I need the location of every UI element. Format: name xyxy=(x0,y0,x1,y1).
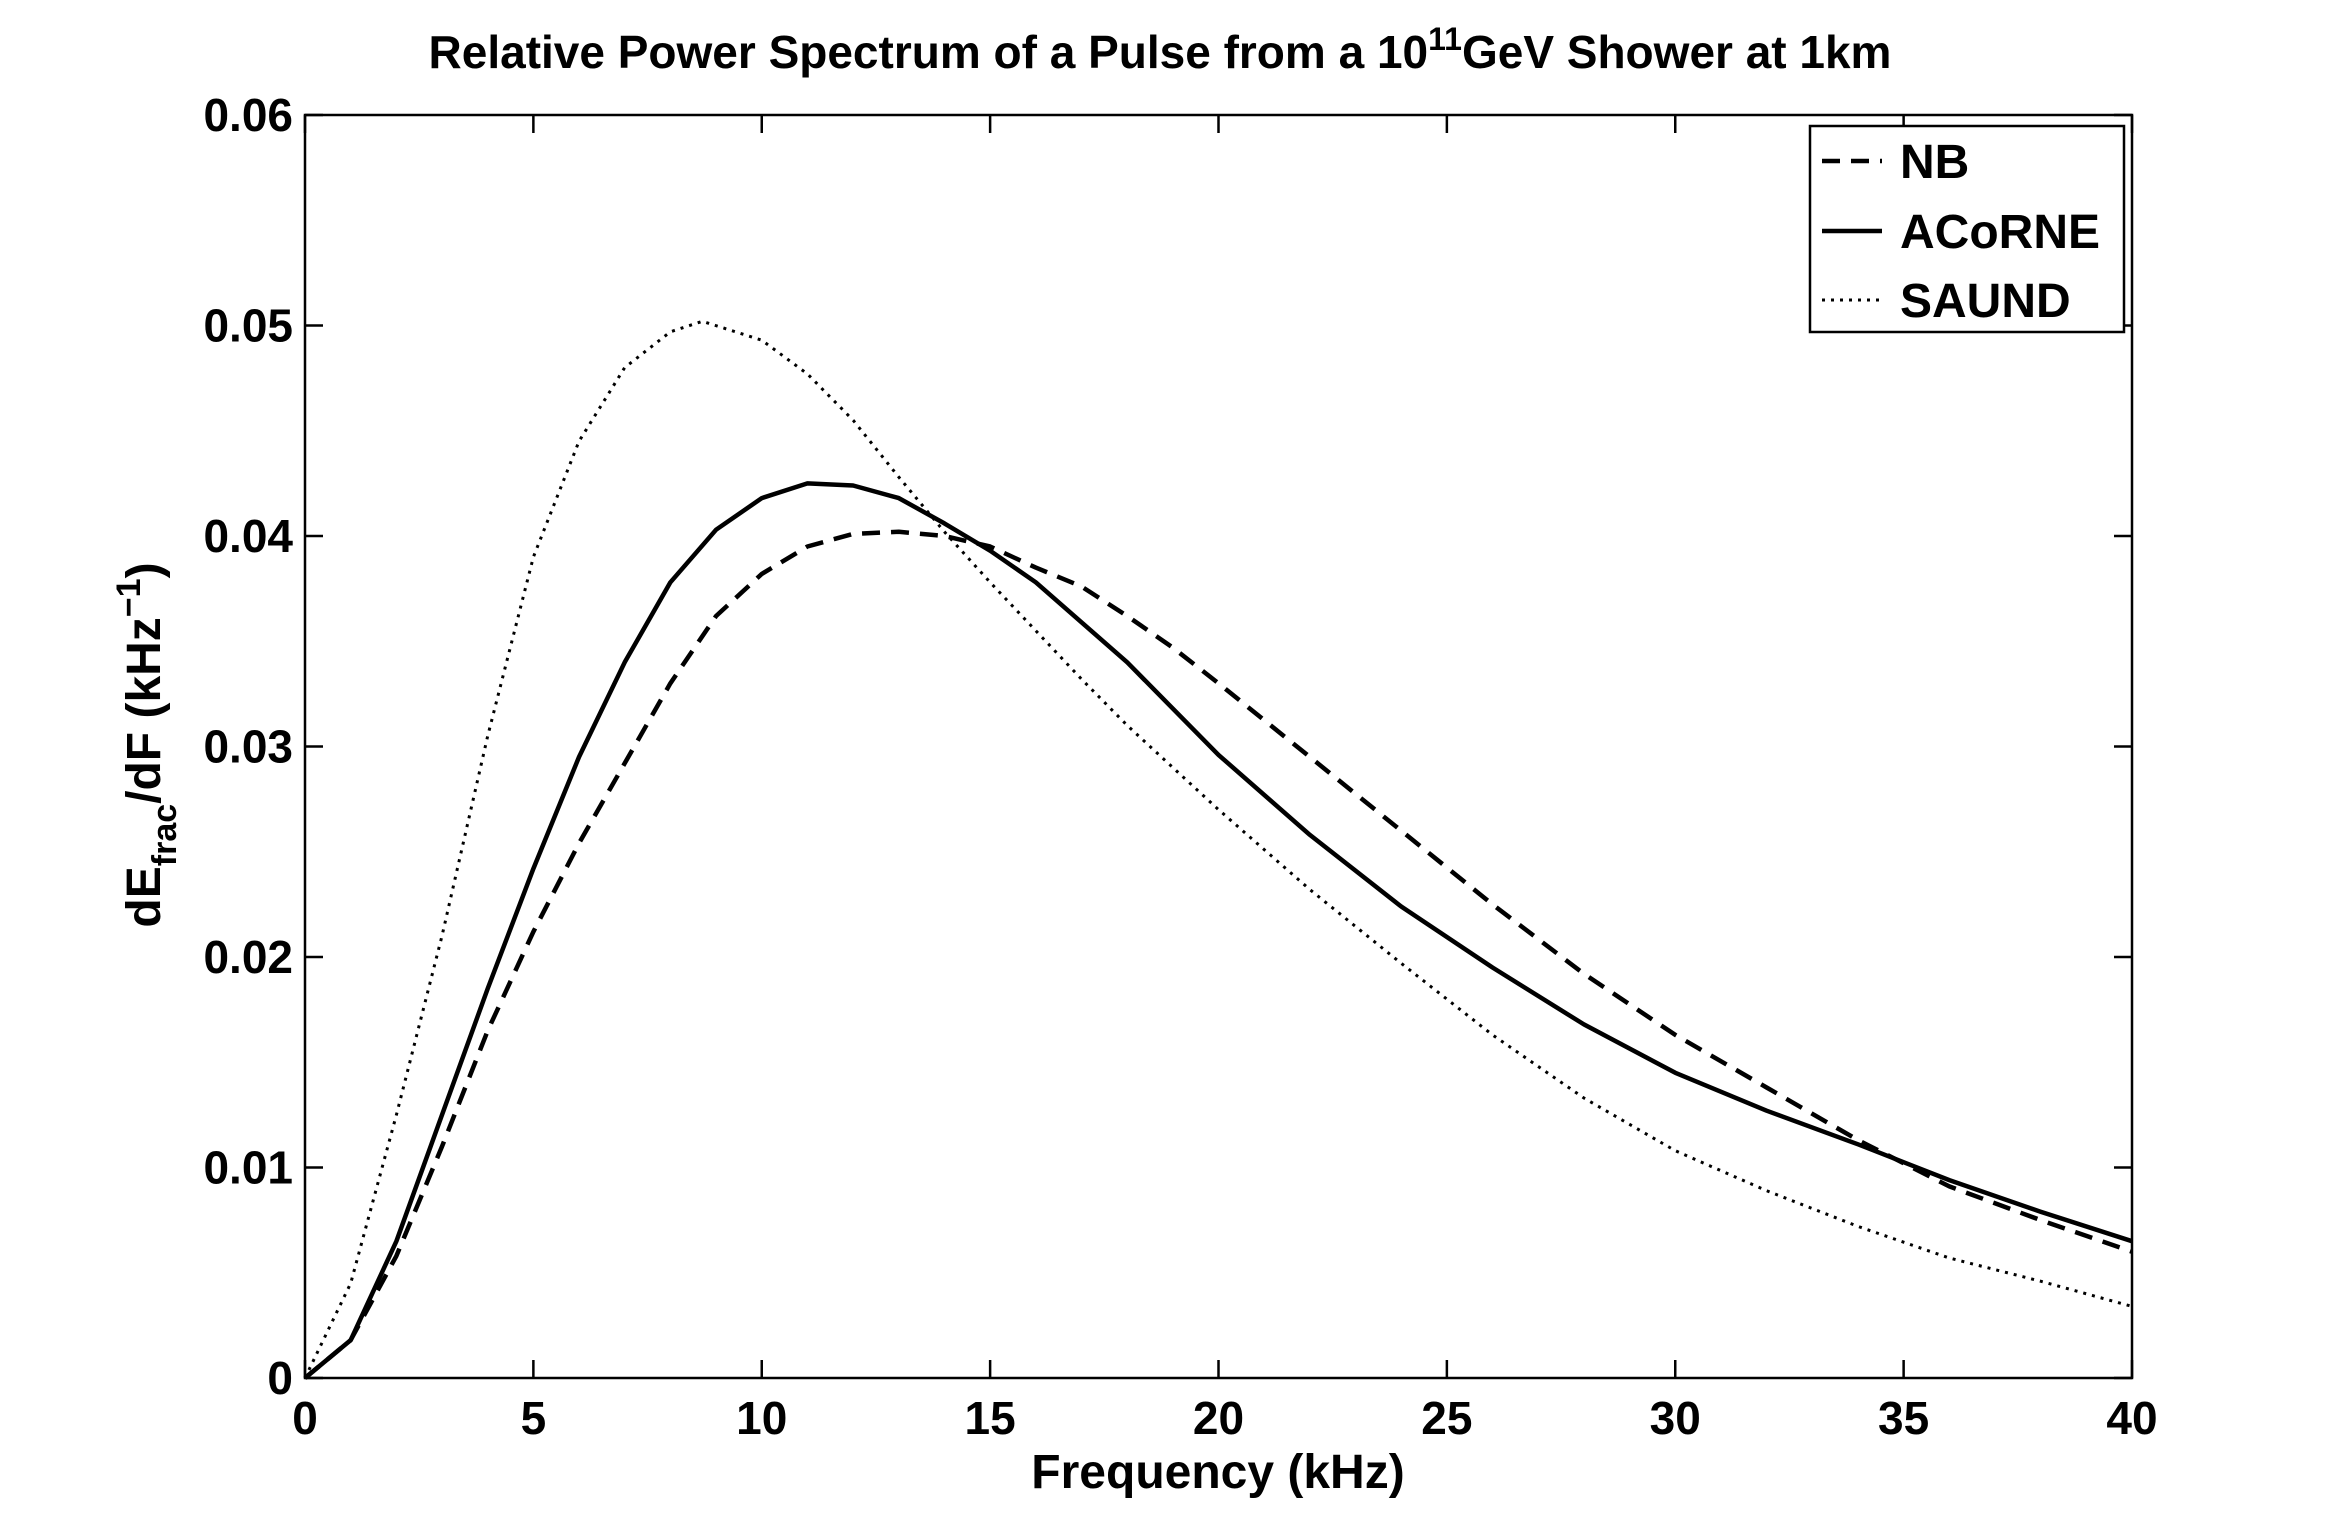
x-tick-label: 0 xyxy=(292,1392,318,1444)
chart-title-main: Relative Power Spectrum of a Pulse from … xyxy=(429,26,1429,78)
x-tick-label: 5 xyxy=(521,1392,547,1444)
legend: NB ACoRNE SAUND xyxy=(1808,124,2126,334)
legend-label-nb: NB xyxy=(1900,136,1969,189)
y-axis-label: dEfrac/dF (kHz−1) xyxy=(110,562,184,927)
y-tick-label: 0.03 xyxy=(203,721,293,773)
chart-title-exponent: 11 xyxy=(1428,21,1462,57)
x-tick-label: 30 xyxy=(1650,1392,1701,1444)
y-axis-label-close: ) xyxy=(118,562,171,578)
x-tick-label: 35 xyxy=(1878,1392,1929,1444)
y-tick-label: 0.06 xyxy=(203,89,293,141)
y-tick-label: 0.05 xyxy=(203,300,293,352)
legend-label-saund: SAUND xyxy=(1900,275,2071,328)
x-axis: 0 5 10 15 20 25 30 35 40 xyxy=(292,115,2158,1444)
x-tick-label: 40 xyxy=(2106,1392,2157,1444)
x-axis-label: Frequency (kHz) xyxy=(1031,1446,1404,1499)
y-axis-label-subscript: frac xyxy=(146,804,184,866)
legend-label-acorne: ACoRNE xyxy=(1900,206,2100,259)
series-group xyxy=(303,319,2133,1380)
chart-title-rest: GeV Shower at 1km xyxy=(1462,26,1892,78)
x-tick-label: 10 xyxy=(736,1392,787,1444)
x-tick-label: 25 xyxy=(1421,1392,1472,1444)
y-tick-label: 0.02 xyxy=(203,931,293,983)
chart-title: Relative Power Spectrum of a Pulse from … xyxy=(429,21,1892,78)
series-line-acorne xyxy=(303,481,2133,1380)
series-line-nb xyxy=(303,529,2133,1380)
y-axis: 0 0.01 0.02 0.03 0.04 0.05 0.06 xyxy=(203,89,2132,1404)
y-tick-label: 0 xyxy=(267,1352,293,1404)
y-axis-label-unit: /dF (kHz xyxy=(118,617,171,804)
x-tick-label: 15 xyxy=(965,1392,1016,1444)
y-tick-label: 0.01 xyxy=(203,1142,293,1194)
y-tick-label: 0.04 xyxy=(203,510,293,562)
x-tick-label: 20 xyxy=(1193,1392,1244,1444)
y-axis-label-exponent: −1 xyxy=(110,578,148,617)
y-axis-label-main: dE xyxy=(118,866,171,927)
